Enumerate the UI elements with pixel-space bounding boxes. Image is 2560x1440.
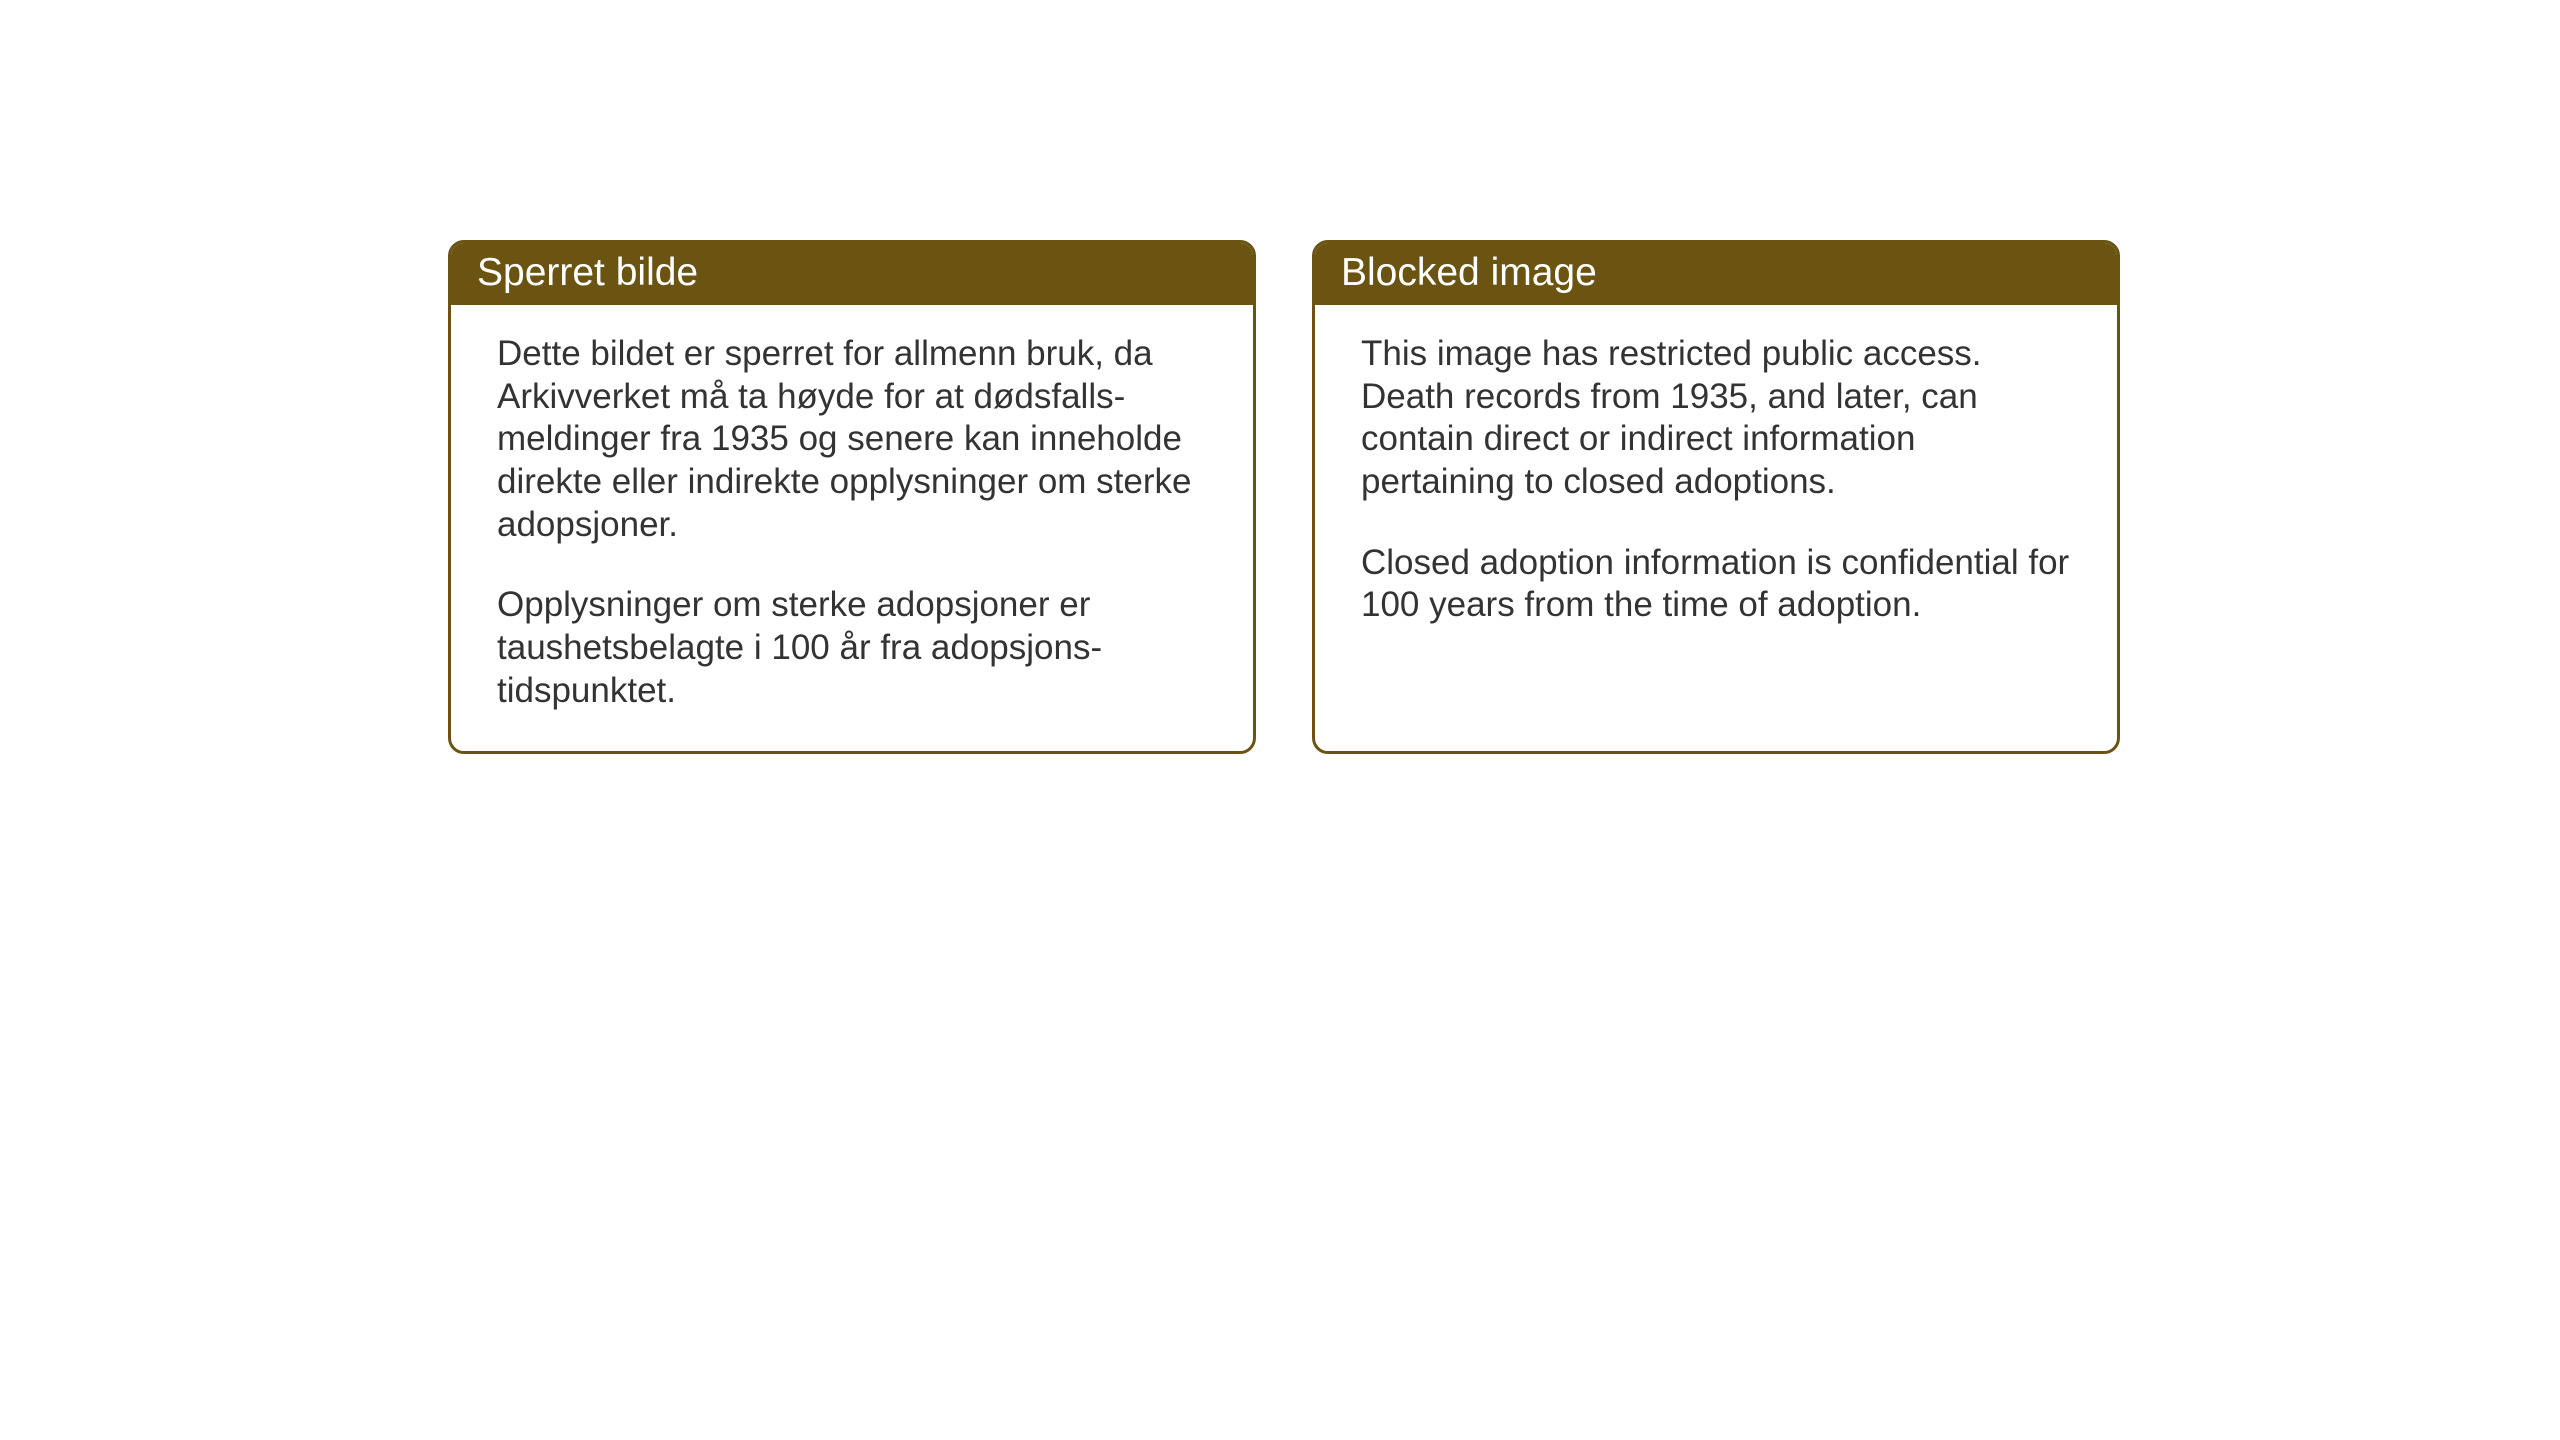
card-paragraph-1-english: This image has restricted public access.… [1361, 333, 2071, 504]
card-title-norwegian: Sperret bilde [477, 251, 698, 294]
card-header-norwegian: Sperret bilde [451, 243, 1253, 305]
card-english: Blocked image This image has restricted … [1312, 240, 2120, 754]
card-title-english: Blocked image [1341, 251, 1597, 294]
card-paragraph-2-english: Closed adoption information is confident… [1361, 542, 2071, 627]
cards-container: Sperret bilde Dette bildet er sperret fo… [0, 0, 2560, 754]
card-body-norwegian: Dette bildet er sperret for allmenn bruk… [451, 305, 1253, 751]
card-paragraph-2-norwegian: Opplysninger om sterke adopsjoner er tau… [497, 584, 1207, 712]
card-norwegian: Sperret bilde Dette bildet er sperret fo… [448, 240, 1256, 754]
card-header-english: Blocked image [1315, 243, 2117, 305]
card-paragraph-1-norwegian: Dette bildet er sperret for allmenn bruk… [497, 333, 1207, 546]
card-body-english: This image has restricted public access.… [1315, 305, 2117, 751]
